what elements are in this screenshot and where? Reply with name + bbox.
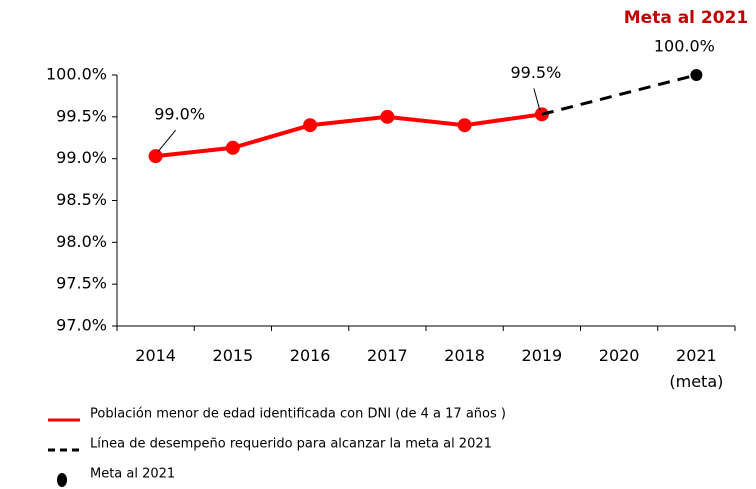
y-tick-label: 98.5% [56,190,107,209]
marker [690,69,703,81]
line-series [541,73,697,116]
legend-label: Meta al 2021 [90,467,175,482]
point [303,118,318,133]
legend-label: Línea de desempeño requerido para alcanz… [90,437,492,452]
x-tick-label: 2019 [522,346,563,365]
line-series [155,112,543,159]
chart-title: Meta al 2021 [624,8,749,28]
x-tick-label: 2021 (meta) [669,346,723,391]
leader-line [533,88,541,111]
y-tick-label: 97.5% [56,274,107,293]
data-label: 99.5% [510,63,561,82]
data-label: 99.0% [154,105,205,124]
y-tick-label: 97.0% [56,316,107,335]
x-tick-label: 2020 [599,346,640,365]
y-tick-label: 100.0% [46,65,107,84]
leader-line [157,129,177,153]
point [380,109,395,124]
legend-label: Población menor de edad identificada con… [90,407,506,422]
point [225,140,240,155]
point [148,149,163,164]
y-tick-label: 99.5% [56,106,107,125]
data-label: 100.0% [654,37,715,56]
x-tick-label: 2014 [135,346,176,365]
point [457,118,472,133]
y-tick-label: 99.0% [56,148,107,167]
legend-marker [57,473,67,487]
x-tick-label: 2018 [444,346,485,365]
y-tick-label: 98.0% [56,232,107,251]
x-tick-label: 2016 [290,346,331,365]
x-tick-label: 2015 [213,346,254,365]
x-tick-label: 2017 [367,346,408,365]
